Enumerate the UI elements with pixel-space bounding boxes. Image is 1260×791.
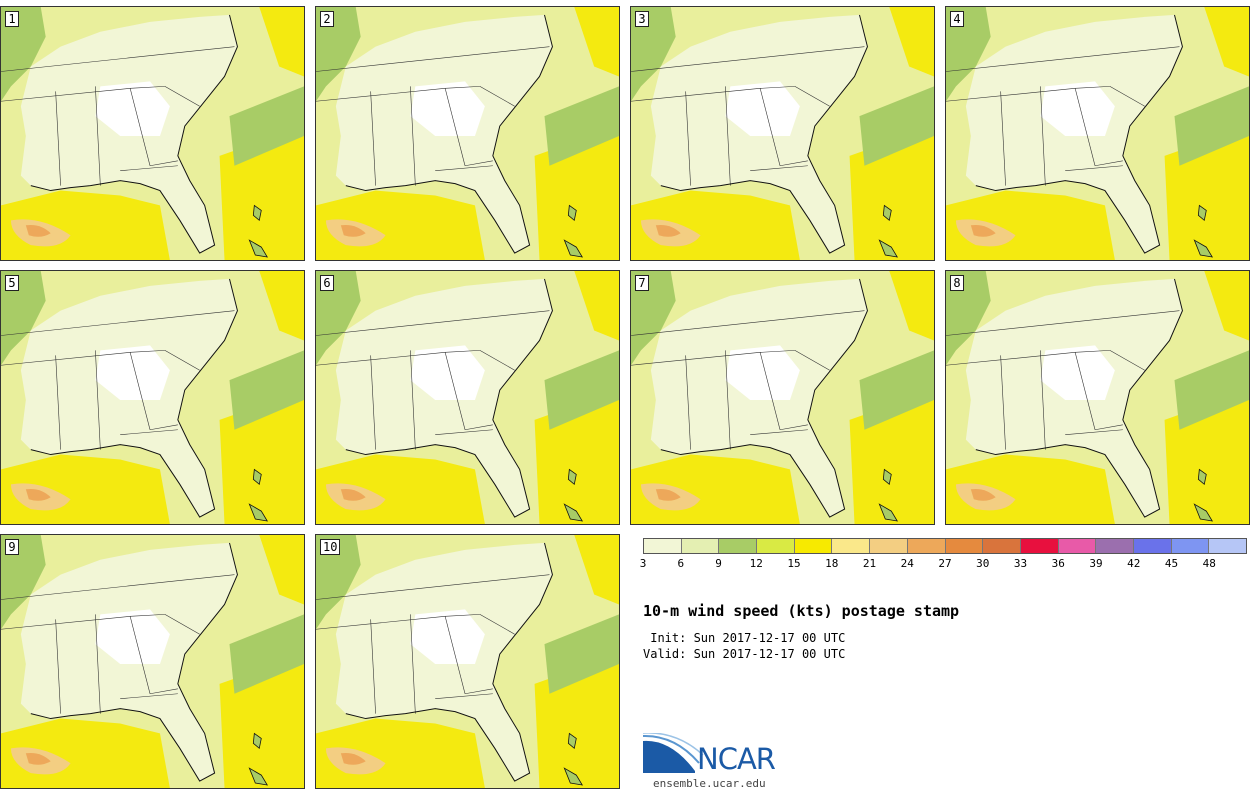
colorbar-swatch <box>945 539 984 553</box>
ensemble-member-panel: 8 <box>945 270 1250 525</box>
ensemble-member-panel: 5 <box>0 270 305 525</box>
ensemble-member-panel: 9 <box>0 534 305 789</box>
colorbar-swatch <box>719 539 758 553</box>
time-info: Init: Sun 2017-12-17 00 UTC Valid: Sun 2… <box>643 630 845 662</box>
valid-time: Valid: Sun 2017-12-17 00 UTC <box>643 647 846 661</box>
colorbar-tick-label: 33 <box>1013 557 1028 570</box>
colorbar-swatch <box>1058 539 1097 553</box>
colorbar-tick-label: 27 <box>938 557 952 570</box>
colorbar-swatch <box>1171 539 1210 553</box>
colorbar-tick-label: 6 <box>677 557 685 570</box>
figure-title: 10-m wind speed (kts) postage stamp <box>643 602 960 620</box>
colorbar-swatch <box>794 539 833 553</box>
colorbar-tick-label: 45 <box>1164 557 1179 570</box>
colorbar-tick-label: 21 <box>862 557 877 570</box>
colorbar-tick-label: 9 <box>715 557 722 570</box>
panel-number-label: 6 <box>320 275 334 291</box>
colorbar-tick-label: 24 <box>900 557 914 570</box>
panel-number-label: 9 <box>5 539 19 555</box>
colorbar-swatch <box>757 539 795 553</box>
colorbar-ticks: 3 6 9 12 15 18 21 24 27 30 33 36 39 42 45 48 <box>639 557 1247 571</box>
ensemble-member-panel: 7 <box>630 270 935 525</box>
panel-number-label: 5 <box>5 275 19 291</box>
colorbar-tick-label: 15 <box>787 557 801 570</box>
colorbar-tick-label: 30 <box>976 557 990 570</box>
ensemble-member-panel: 10 <box>315 534 620 789</box>
ensemble-member-panel: 4 <box>945 6 1250 261</box>
colorbar-swatch <box>644 539 682 553</box>
ensemble-member-panel: 6 <box>315 270 620 525</box>
logo-url: ensemble.ucar.edu <box>653 777 766 790</box>
colorbar-tick-label: 42 <box>1127 557 1141 570</box>
colorbar-tick-label: 12 <box>749 557 763 570</box>
panel-number-label: 8 <box>950 275 964 291</box>
colorbar-swatch <box>1133 539 1172 553</box>
colorbar-tick-label: 3 <box>639 557 647 570</box>
panel-number-label: 3 <box>635 11 649 27</box>
colorbar-swatch <box>1020 539 1059 553</box>
colorbar-swatch <box>1209 539 1246 553</box>
ensemble-member-panel: 1 <box>0 6 305 261</box>
colorbar-tick-label: 18 <box>825 557 839 570</box>
colorbar <box>643 538 1247 554</box>
colorbar-swatch <box>832 539 871 553</box>
logo-name: NCAR <box>697 742 776 776</box>
init-time: Init: Sun 2017-12-17 00 UTC <box>643 631 846 645</box>
panel-number-label: 7 <box>635 275 649 291</box>
panel-number-label: 1 <box>5 11 19 27</box>
colorbar-tick-label: 48 <box>1202 557 1216 570</box>
ensemble-member-panel: 3 <box>630 6 935 261</box>
ensemble-member-panel: 2 <box>315 6 620 261</box>
colorbar-swatch <box>1096 539 1134 553</box>
panel-number-label: 10 <box>320 539 341 555</box>
colorbar-swatch <box>681 539 720 553</box>
panel-number-label: 4 <box>950 11 964 27</box>
colorbar-tick-label: 36 <box>1051 557 1065 570</box>
panel-number-label: 2 <box>320 11 334 27</box>
colorbar-swatch <box>907 539 946 553</box>
colorbar-swatch <box>870 539 908 553</box>
colorbar-tick-label: 39 <box>1089 557 1103 570</box>
colorbar-swatch <box>983 539 1021 553</box>
ncar-logo-icon <box>643 733 704 773</box>
